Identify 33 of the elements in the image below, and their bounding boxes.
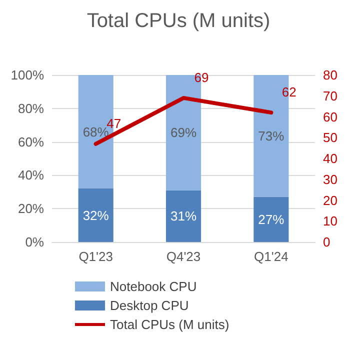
data-label: 73%	[258, 128, 285, 144]
y-tick-label: 80%	[18, 100, 44, 116]
data-label: 69	[194, 70, 209, 85]
data-label: 47	[106, 116, 122, 131]
y2-tick-label: 10	[323, 214, 338, 229]
legend-label: Notebook CPU	[110, 279, 197, 294]
x-tick-label: Q4'23	[166, 249, 201, 264]
y-tick-label: 40%	[18, 168, 44, 183]
x-tick-label: Q1'23	[78, 249, 113, 264]
y2-tick-label: 40	[323, 151, 338, 166]
bar	[78, 188, 114, 242]
bar	[166, 190, 202, 242]
chart-title: Total CPUs (M units)	[86, 10, 270, 32]
data-label: 62	[282, 84, 296, 100]
y2-tick-label: 50	[323, 130, 338, 146]
y-tick-label: 60%	[18, 134, 44, 150]
y2-tick-label: 70	[323, 88, 338, 104]
legend-label: Total CPUs (M units)	[110, 317, 230, 332]
y2-tick-label: 80	[323, 68, 338, 82]
y2-tick-label: 20	[323, 192, 338, 208]
data-label: 31%	[170, 208, 197, 224]
bar	[254, 196, 289, 242]
data-label: 69%	[170, 125, 197, 140]
legend-label: Desktop CPU	[110, 298, 189, 313]
y2-tick-label: 0	[323, 234, 330, 250]
x-tick-label: Q1'24	[254, 249, 288, 264]
y-tick-label: 20%	[18, 201, 44, 216]
y-tick-label: 100%	[10, 68, 44, 82]
y-tick-label: 0%	[25, 234, 44, 250]
data-label: 27%	[258, 212, 285, 227]
y2-tick-label: 30	[323, 172, 338, 187]
y2-tick-label: 60	[323, 109, 338, 124]
data-label: 32%	[82, 208, 110, 223]
